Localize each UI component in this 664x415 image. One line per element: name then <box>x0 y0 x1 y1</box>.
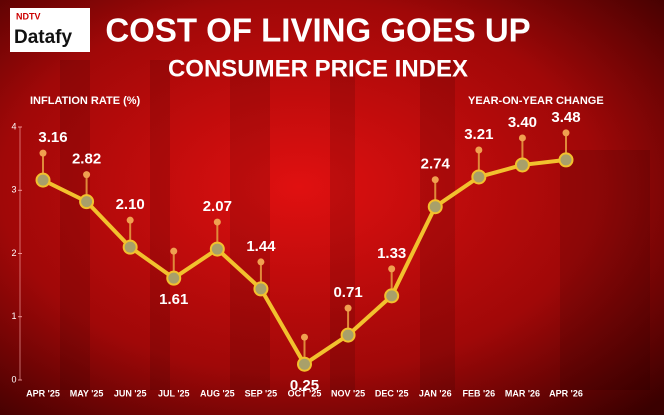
point <box>340 327 356 343</box>
pin-head <box>431 176 439 184</box>
data-label: 1.33 <box>377 245 406 262</box>
y-tick-label: 1 <box>11 311 16 321</box>
pin-head <box>83 171 91 179</box>
point <box>471 169 487 185</box>
pin-head <box>39 149 47 157</box>
y-tick-label: 2 <box>11 248 16 258</box>
point <box>166 270 182 286</box>
point <box>209 241 225 257</box>
data-label: 2.74 <box>421 156 451 173</box>
y-tick-label: 3 <box>11 185 16 195</box>
chart-subtitle: CONSUMER PRICE INDEX <box>168 55 468 82</box>
x-tick-label: MAY '25 <box>70 388 104 398</box>
x-tick-label: JUN '25 <box>114 388 147 398</box>
logo-top: NDTV <box>16 11 41 21</box>
data-label: 3.21 <box>464 126 493 143</box>
annotation: YEAR-ON-YEAR CHANGE <box>468 95 604 107</box>
data-label: 1.61 <box>159 291 188 308</box>
chart-title: COST OF LIVING GOES UP <box>105 12 530 49</box>
data-label: 3.40 <box>508 114 537 131</box>
x-tick-label: SEP '25 <box>245 388 278 398</box>
y-axis-label: INFLATION RATE (%) <box>30 95 141 107</box>
point <box>558 152 574 168</box>
pin-head <box>344 304 352 312</box>
point <box>514 157 530 173</box>
pin-head <box>301 333 308 341</box>
point <box>427 199 443 215</box>
pin-head <box>257 258 265 266</box>
x-tick-label: JAN '26 <box>419 388 452 398</box>
point <box>35 172 51 188</box>
data-label: 3.48 <box>551 109 580 126</box>
x-tick-label: APR '25 <box>26 388 60 398</box>
pin-head <box>126 216 134 224</box>
x-tick-label: FEB '26 <box>463 388 496 398</box>
logo-box <box>10 8 90 52</box>
pin-head <box>562 129 570 137</box>
pin-head <box>213 218 221 226</box>
x-tick-label: JUL '25 <box>158 388 190 398</box>
x-tick-label: DEC '25 <box>375 388 409 398</box>
pin-head <box>388 265 396 273</box>
pin-head <box>170 247 178 255</box>
x-tick-label: OCT '25 <box>288 388 322 398</box>
x-tick-label: MAR '26 <box>505 388 540 398</box>
data-label: 2.10 <box>116 196 145 213</box>
point <box>122 239 138 255</box>
y-tick-label: 0 <box>11 374 16 384</box>
point <box>253 281 269 297</box>
data-label: 2.07 <box>203 198 232 215</box>
x-tick-label: NOV '25 <box>331 388 365 398</box>
x-tick-label: APR '26 <box>549 388 583 398</box>
data-label: 0.25 <box>290 377 319 394</box>
point <box>297 356 312 372</box>
y-tick-label: 4 <box>11 121 16 131</box>
data-label: 0.71 <box>333 284 362 301</box>
pin-head <box>518 134 526 142</box>
logo-name: Datafy <box>14 27 73 48</box>
data-label: 1.44 <box>246 238 276 255</box>
pin-head <box>475 146 483 154</box>
data-label: 3.16 <box>38 129 67 146</box>
point <box>384 288 400 304</box>
data-label: 2.82 <box>72 151 101 168</box>
x-tick-label: AUG '25 <box>200 388 235 398</box>
point <box>79 194 95 210</box>
